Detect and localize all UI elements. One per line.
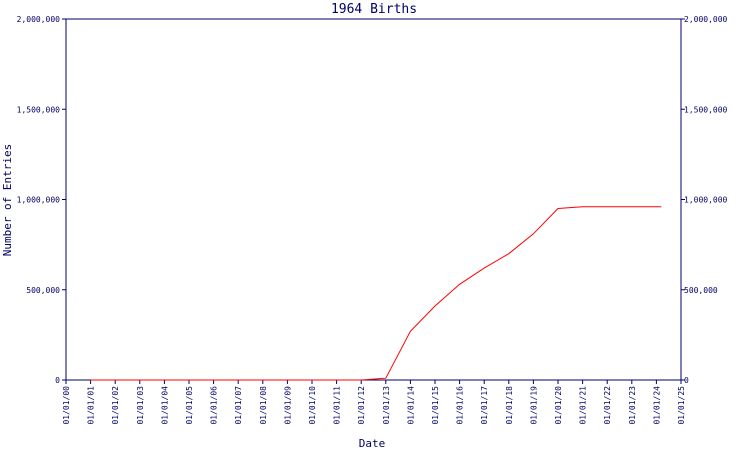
y-tick-label-left: 0 [55, 376, 60, 385]
x-tick-label: 01/01/25 [677, 386, 686, 425]
series-lines [90, 206, 662, 381]
x-tick-label: 01/01/09 [283, 386, 292, 425]
y-tick-label-right: 2,000,000 [684, 15, 728, 24]
x-tick-label: 01/01/02 [111, 386, 120, 425]
x-tick-label: 01/01/22 [603, 386, 612, 425]
x-tick-label: 01/01/20 [554, 386, 563, 425]
x-tick-label: 01/01/00 [62, 386, 71, 425]
x-tick-label: 01/01/07 [234, 386, 243, 425]
x-tick-label: 01/01/05 [185, 386, 194, 425]
x-tick-label: 01/01/16 [456, 386, 465, 425]
x-tick-label: 01/01/03 [136, 386, 145, 425]
y-tick-label-left: 1,500,000 [17, 105, 61, 114]
plot-frame [65, 18, 682, 381]
x-tick-label: 01/01/18 [505, 386, 514, 425]
x-tick-label: 01/01/24 [652, 386, 661, 425]
y-tick-label-left: 1,000,000 [17, 196, 61, 205]
x-tick-label: 01/01/23 [628, 386, 637, 425]
x-tick-label: 01/01/14 [406, 386, 415, 425]
y-tick-label-right: 1,000,000 [684, 196, 728, 205]
plot-axes: 01/01/00 01/01/01 01/01/02 01/01/03 01/01/04… [17, 15, 728, 425]
y-tick-label-left: 500,000 [26, 286, 60, 295]
x-tick-label: 01/01/11 [333, 386, 342, 425]
x-tick-label: 01/01/21 [579, 386, 588, 425]
x-tick-label: 01/01/19 [529, 386, 538, 425]
series-line [90, 206, 662, 381]
x-tick-label: 01/01/06 [210, 386, 219, 425]
y-tick-label-left: 2,000,000 [17, 15, 61, 24]
y-tick-label-right: 1,500,000 [684, 105, 728, 114]
y-axis-label: Number of Entries [1, 144, 14, 257]
x-tick-label: 01/01/04 [160, 386, 169, 425]
y-tick-label-right: 500,000 [684, 286, 718, 295]
y-tick-label-right: 0 [684, 376, 689, 385]
x-tick-label: 01/01/13 [382, 386, 391, 425]
x-tick-label: 01/01/12 [357, 386, 366, 425]
x-tick-label: 01/01/17 [480, 386, 489, 425]
x-axis-label: Date [359, 437, 386, 450]
chart-title: 1964 Births [331, 2, 417, 17]
x-tick-label: 01/01/10 [308, 386, 317, 425]
x-tick-label: 01/01/15 [431, 386, 440, 425]
x-tick-label: 01/01/01 [87, 386, 96, 425]
x-tick-label: 01/01/08 [259, 386, 268, 425]
